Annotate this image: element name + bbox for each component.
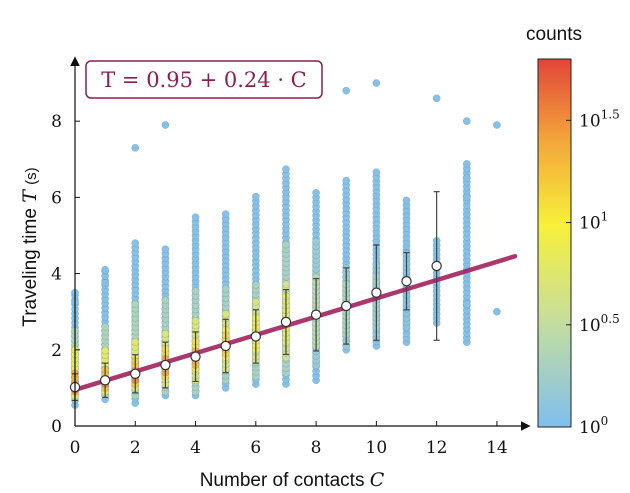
colorbar-title: counts: [526, 24, 582, 45]
scatter-point: [372, 168, 381, 177]
scatter-point: [462, 159, 471, 168]
mean-marker: [220, 340, 231, 352]
x-tick-label: 4: [190, 438, 201, 458]
x-axis-label: Number of contacts C: [200, 469, 385, 491]
scatter-point: [462, 193, 471, 202]
fit-line-layer: [72, 254, 518, 393]
x-tick-label: 6: [250, 438, 261, 458]
mean-marker: [160, 359, 171, 371]
mean-marker: [431, 260, 442, 272]
scatter-point: [251, 192, 260, 201]
mean-marker: [250, 331, 262, 342]
mean-marker: [190, 351, 201, 362]
scatter-point: [462, 300, 471, 308]
scatter-point: [221, 310, 230, 318]
colorbar-tick-label: 101: [579, 210, 608, 234]
scatter-point: [251, 297, 260, 306]
x-tick-label: 12: [426, 438, 448, 458]
mean-marker: [371, 287, 382, 298]
x-tick-label: 0: [70, 438, 81, 458]
scatter-point: [161, 329, 170, 338]
scatter-point: [221, 210, 230, 218]
scatter-point: [402, 196, 411, 205]
scatter-point: [282, 165, 290, 174]
scatter-point: [282, 240, 290, 249]
mean-marker: [99, 375, 111, 386]
scatter-point: [191, 287, 200, 295]
fit-formula-label: T = 0.95 + 0.24 · C: [101, 68, 307, 92]
scatter-point: [161, 296, 170, 305]
mean-marker: [280, 316, 292, 328]
colorbar-tick-label: 101.5: [579, 107, 620, 131]
colorbar: counts 100 100.5 101 101.5: [526, 24, 620, 438]
x-tick-label: 10: [366, 438, 388, 458]
scatter-point: [251, 281, 260, 289]
scatter-point: [161, 121, 170, 129]
scatter-point: [191, 316, 200, 325]
y-tick-label: 4: [51, 265, 62, 285]
scatter-point: [342, 176, 351, 185]
mean-marker: [341, 300, 352, 312]
scatter-point: [101, 279, 109, 287]
colorbar-gradient: [537, 58, 572, 428]
scatter-point: [191, 213, 200, 222]
scatter-point: [372, 79, 381, 87]
mean-marker: [130, 368, 141, 379]
axes: 0 2 4 6 8 10 12 14 0 2 4 6 8: [51, 56, 531, 458]
y-tick-label: 8: [51, 112, 62, 132]
scatter-point: [493, 307, 501, 316]
y-tick-label: 2: [51, 341, 62, 361]
scatter-point: [101, 346, 109, 355]
scatter-point: [131, 338, 140, 347]
scatter-point: [101, 265, 109, 274]
y-tick-label: 0: [51, 417, 62, 437]
mean-marker: [401, 276, 412, 287]
scatter-point: [131, 239, 140, 247]
scatter-point: [462, 174, 471, 183]
colorbar-ticks: 100 100.5 101 101.5: [566, 107, 620, 438]
scatter-point: [282, 280, 290, 289]
scatter-point: [161, 245, 170, 254]
y-tick-label: 6: [51, 188, 62, 208]
scatter-point: [101, 323, 109, 331]
x-tick-label: 14: [486, 438, 508, 458]
colorbar-tick-label: 100: [579, 414, 608, 438]
scatter-point: [221, 284, 230, 293]
scatter-point: [131, 300, 140, 308]
mean-marker: [310, 309, 322, 320]
x-tick-label: 2: [130, 438, 141, 458]
scatter-point: [493, 121, 501, 129]
scatter-point: [131, 143, 140, 152]
scatter-point: [312, 188, 320, 197]
y-axis-label: Traveling time T (s): [19, 167, 41, 326]
x-tick-label: 8: [311, 438, 322, 458]
scatter-point: [462, 117, 471, 126]
scatter-point: [312, 237, 320, 246]
fit-formula-box: T = 0.95 + 0.24 · C: [85, 60, 323, 99]
colorbar-tick-label: 100.5: [579, 312, 620, 336]
scatter-point: [432, 94, 441, 103]
fit-line: [72, 254, 518, 393]
scatter-point: [342, 86, 351, 95]
mean-markers: [69, 191, 442, 402]
